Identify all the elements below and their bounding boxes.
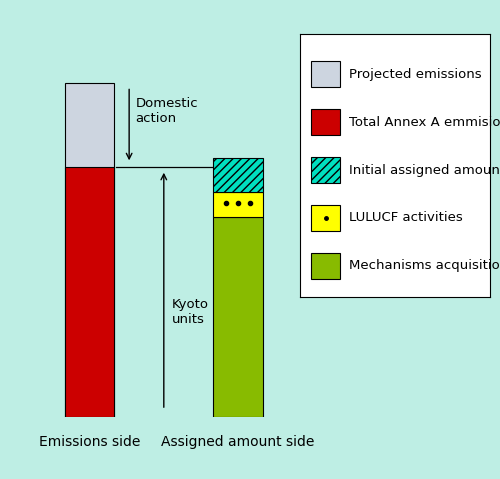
Text: Domestic
action: Domestic action [136, 98, 198, 125]
Bar [312, 61, 340, 87]
Bar [312, 109, 340, 136]
Bar [65, 167, 114, 417]
Bar [312, 205, 340, 231]
Bar [312, 157, 340, 183]
Text: Kyoto
units: Kyoto units [172, 297, 209, 326]
Bar [312, 253, 340, 279]
Text: Initial assigned amount: Initial assigned amount [350, 163, 500, 177]
Bar [214, 192, 263, 217]
Bar [214, 217, 263, 417]
Text: Emissions side: Emissions side [39, 435, 140, 449]
Text: Assigned amount side: Assigned amount side [162, 435, 315, 449]
Bar [214, 158, 263, 192]
Text: Total Annex A emmisions: Total Annex A emmisions [350, 115, 500, 129]
Text: Projected emissions: Projected emissions [350, 68, 482, 81]
Text: Mechanisms acquisitions: Mechanisms acquisitions [350, 259, 500, 273]
Text: LULUCF activities: LULUCF activities [350, 211, 463, 225]
Bar [65, 83, 114, 417]
